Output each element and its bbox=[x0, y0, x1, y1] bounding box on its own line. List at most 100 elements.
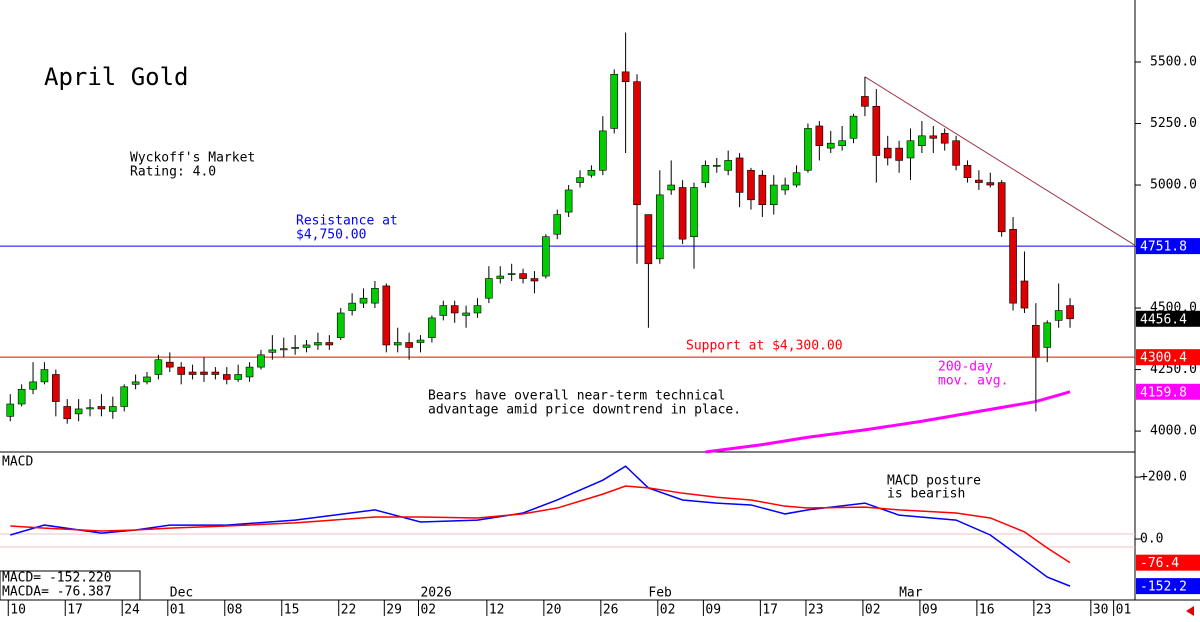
y-tick-label: 0.0 bbox=[1140, 532, 1163, 547]
resistance-value: 4751.8 bbox=[1140, 240, 1187, 255]
candle-body bbox=[359, 297, 368, 304]
x-tick-label: 01 bbox=[1116, 603, 1132, 618]
candle-body bbox=[519, 273, 527, 279]
candle-body bbox=[826, 142, 835, 149]
y-tick-label: 5500.0 bbox=[1150, 55, 1197, 70]
candle-body bbox=[678, 187, 687, 240]
candle-body bbox=[644, 214, 653, 265]
candle-body bbox=[712, 165, 721, 167]
candle-body bbox=[986, 182, 995, 186]
candle-body bbox=[131, 381, 140, 385]
annotation: advantage amid price downtrend in place. bbox=[428, 403, 741, 418]
candle-body bbox=[1054, 310, 1063, 321]
resistance-value-box bbox=[1136, 238, 1200, 255]
x-tick-label: 01 bbox=[170, 603, 186, 618]
candle-body bbox=[382, 285, 391, 346]
candle-body bbox=[17, 388, 26, 405]
candle-body bbox=[154, 359, 163, 375]
candle-body bbox=[1020, 280, 1029, 309]
y-tick-label: 5000.0 bbox=[1150, 178, 1197, 193]
candle-body bbox=[906, 140, 915, 159]
candle-body bbox=[6, 403, 15, 417]
candle-body bbox=[724, 160, 732, 171]
support-value: 4300.4 bbox=[1140, 351, 1187, 366]
candle-body bbox=[918, 135, 926, 146]
candle-body bbox=[393, 342, 402, 346]
candle-body bbox=[450, 305, 459, 314]
candle-body bbox=[1032, 324, 1040, 358]
candle-body bbox=[747, 169, 755, 201]
month-label: Mar bbox=[899, 586, 923, 601]
candle-body bbox=[234, 374, 242, 380]
candle-body bbox=[542, 236, 550, 277]
y-tick-label: 5250.0 bbox=[1150, 116, 1197, 131]
candle-body bbox=[109, 406, 117, 412]
candle-body bbox=[883, 147, 892, 159]
candle-body bbox=[599, 130, 607, 171]
macd-value-box bbox=[1136, 554, 1200, 571]
rating: Rating: 4.0 bbox=[130, 165, 216, 180]
candle-body bbox=[701, 165, 710, 183]
candle-body bbox=[656, 194, 664, 260]
candle-body bbox=[621, 71, 630, 82]
candle-body bbox=[1043, 322, 1052, 348]
candle-body bbox=[74, 408, 83, 415]
candle-body bbox=[97, 406, 106, 410]
candle-body bbox=[975, 179, 983, 183]
candle-body bbox=[849, 115, 858, 139]
last-price: 4456.4 bbox=[1140, 312, 1187, 327]
x-tick-label: 15 bbox=[284, 603, 300, 618]
macd-value: -76.4 bbox=[1140, 556, 1179, 571]
candle-body bbox=[371, 288, 379, 304]
macd-value: -152.2 bbox=[1140, 580, 1187, 595]
ma-label: 200-day bbox=[938, 360, 993, 375]
candle-body bbox=[496, 275, 505, 279]
candle-body bbox=[200, 371, 208, 375]
candle-body bbox=[929, 135, 938, 139]
month-label: 2026 bbox=[420, 586, 451, 601]
candle-body bbox=[895, 147, 903, 161]
macd-line bbox=[10, 465, 1071, 587]
candle-body bbox=[279, 348, 288, 351]
candle-body bbox=[177, 366, 185, 375]
candle-body bbox=[348, 302, 356, 311]
candle-body bbox=[963, 165, 972, 178]
candle-body bbox=[758, 174, 767, 206]
candle-body bbox=[86, 407, 94, 410]
chart-title: April Gold bbox=[44, 63, 189, 91]
candle-body bbox=[804, 128, 812, 171]
candle-body bbox=[428, 317, 436, 338]
macd-value-box bbox=[1136, 578, 1200, 595]
x-tick-label: 02 bbox=[660, 603, 676, 618]
candle-body bbox=[952, 140, 960, 166]
candle-body bbox=[63, 406, 72, 420]
candle-body bbox=[462, 312, 470, 316]
candle-body bbox=[165, 361, 174, 368]
candle-body bbox=[485, 278, 493, 299]
ma-value: 4159.8 bbox=[1140, 385, 1187, 400]
candle-body bbox=[473, 305, 482, 314]
candle-body bbox=[553, 214, 562, 235]
candle-body bbox=[667, 184, 675, 191]
candle-body bbox=[1066, 305, 1074, 320]
candle-body bbox=[838, 140, 846, 146]
candle-body bbox=[314, 342, 322, 346]
candle-body bbox=[325, 342, 334, 346]
annotation: is bearish bbox=[887, 487, 965, 502]
candle-body bbox=[302, 344, 311, 348]
readout: MACDA= -76.387 bbox=[2, 585, 112, 600]
candle-body bbox=[769, 184, 778, 206]
moving-average bbox=[705, 390, 1071, 454]
x-tick-label: 22 bbox=[341, 603, 357, 618]
support-label: Support at $4,300.00 bbox=[686, 339, 843, 354]
candle-body bbox=[439, 305, 448, 316]
candle-body bbox=[405, 342, 413, 348]
scroll-arrow[interactable] bbox=[1186, 606, 1194, 616]
y-tick-label: 4000.0 bbox=[1150, 424, 1197, 439]
x-tick-label: 20 bbox=[546, 603, 562, 618]
x-tick-label: 12 bbox=[489, 603, 505, 618]
candle-body bbox=[1009, 229, 1017, 304]
candle-body bbox=[861, 96, 869, 107]
